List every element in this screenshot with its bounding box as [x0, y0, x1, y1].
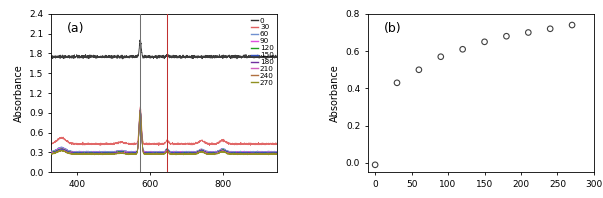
Point — [502, 35, 511, 38]
Point — [370, 163, 380, 166]
Point — [458, 48, 467, 51]
Point — [480, 40, 490, 43]
Y-axis label: Absorbance: Absorbance — [14, 64, 24, 122]
Y-axis label: Absorbance: Absorbance — [330, 64, 340, 122]
Point — [414, 68, 424, 71]
Legend: 0, 30, 60, 90, 120, 150, 180, 210, 240, 270: 0, 30, 60, 90, 120, 150, 180, 210, 240, … — [248, 15, 277, 89]
Point — [567, 23, 577, 27]
Text: (b): (b) — [384, 22, 401, 35]
Point — [436, 55, 446, 58]
Point — [545, 27, 555, 30]
Point — [392, 81, 402, 84]
Text: (a): (a) — [67, 22, 84, 35]
Point — [523, 31, 533, 34]
